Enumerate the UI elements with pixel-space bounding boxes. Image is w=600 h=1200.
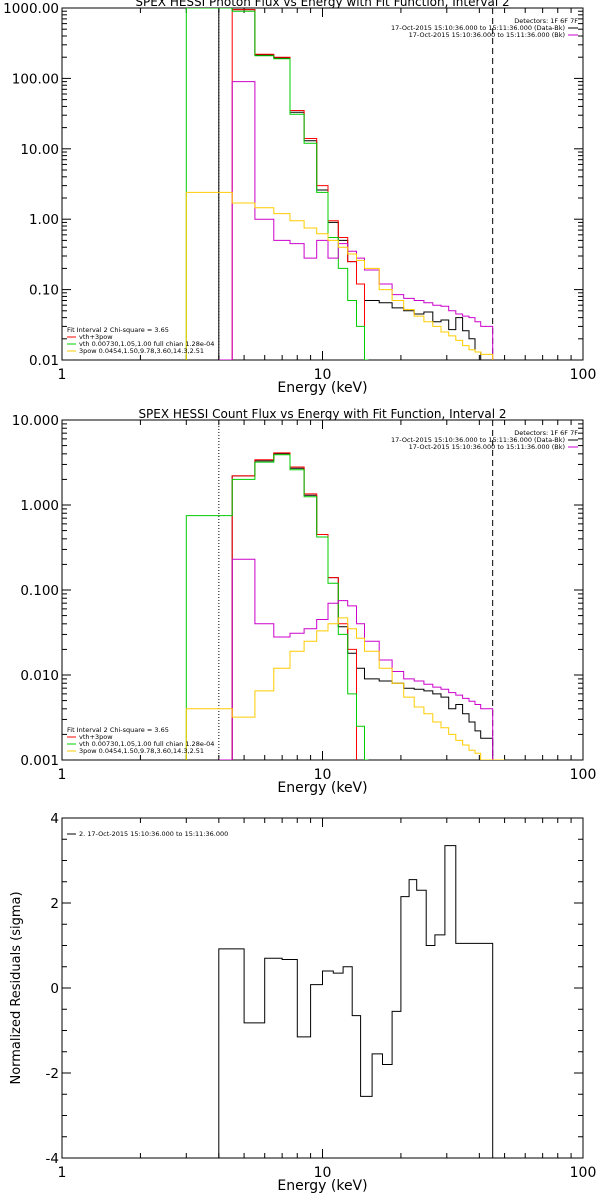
y-tick-label: 2 xyxy=(50,896,59,912)
legend-entry: vth+3pow xyxy=(79,333,113,341)
legend-entry: vth 0.00730,1.05,1.00 full chian 1.28e-0… xyxy=(79,340,214,348)
legend-entry: Fit Interval 2 Chi-square = 3.65 xyxy=(67,326,169,334)
chart-title: SPEX HESSI Photon Flux vs Energy with Fi… xyxy=(135,0,509,9)
x-tick-label: 1 xyxy=(58,367,67,383)
y-tick-label: 0.01 xyxy=(29,353,59,369)
y-tick-label: 0.001 xyxy=(20,753,59,769)
series-line-3 xyxy=(218,558,494,760)
y-tick-label: 0.010 xyxy=(20,668,59,684)
series-line-1 xyxy=(231,9,365,360)
y-tick-label: -4 xyxy=(46,1151,59,1167)
x-axis-label: Energy (keV) xyxy=(277,380,367,396)
chart-photon: SPEX HESSI Photon Flux vs Energy with Fi… xyxy=(3,0,596,396)
legend-entry: 3pow 0.0454,1.50,9.78,3.60,14.3,2.51 xyxy=(79,347,204,355)
y-tick-label: 100.00 xyxy=(12,71,59,87)
legend-entry: vth 0.00730,1.05,1.00 full chian 1.28e-0… xyxy=(79,740,214,748)
plot-frame xyxy=(61,419,584,761)
x-tick-label: 10 xyxy=(314,367,332,383)
x-tick-label: 1 xyxy=(58,1165,67,1181)
chart-title: SPEX HESSI Count Flux vs Energy with Fit… xyxy=(138,407,506,421)
legend-entry: Detectors: 1F 6F 7F xyxy=(514,429,578,437)
plot-frame xyxy=(61,817,584,1159)
x-tick-label: 10 xyxy=(314,1165,332,1181)
y-tick-label: 1000.00 xyxy=(3,1,59,17)
y-tick-label: 0.100 xyxy=(20,583,59,599)
y-tick-label: 0.10 xyxy=(29,283,59,299)
legend-entry: 17-Oct-2015 15:10:36.000 to 15:11:36.000… xyxy=(409,31,565,39)
x-tick-label: 10 xyxy=(314,767,332,783)
series-line-2 xyxy=(185,454,369,760)
series-line-2 xyxy=(185,8,369,360)
legend-entry: 2. 17-Oct-2015 15:10:36.000 to 15:11:36.… xyxy=(79,830,228,838)
plot-frame xyxy=(61,7,584,361)
legend-entry: 17-Oct-2015 15:10:36.000 to 15:11:36.000… xyxy=(391,24,565,32)
series-line-4 xyxy=(185,617,505,760)
y-tick-label: -2 xyxy=(46,1066,59,1082)
y-tick-label: 1.00 xyxy=(29,212,59,228)
y-tick-label: 1.000 xyxy=(20,498,59,514)
y-tick-label: 10.000 xyxy=(12,413,59,429)
x-tick-label: 100 xyxy=(570,367,597,383)
series-line-0 xyxy=(218,453,494,760)
y-tick-label: 10.00 xyxy=(20,142,59,158)
y-tick-label: 0 xyxy=(50,981,59,997)
x-axis-label: Energy (keV) xyxy=(277,780,367,796)
series-line-4 xyxy=(185,191,494,360)
x-tick-label: 100 xyxy=(570,767,597,783)
series-line-1 xyxy=(231,452,357,760)
series-line-3 xyxy=(218,81,494,360)
x-tick-label: 1 xyxy=(58,767,67,783)
legend-entry: Detectors: 1F 6F 7F xyxy=(514,17,578,25)
series-line-0 xyxy=(218,8,493,360)
chart-residuals: 1 10 100 -4 -2 0 2 4 Energy (keV) Normalized Resi… xyxy=(9,811,596,1194)
legend-entry: Fit Interval 2 Chi-square = 3.65 xyxy=(67,726,169,734)
x-tick-label: 100 xyxy=(570,1165,597,1181)
series-line-0 xyxy=(218,845,494,1158)
legend-entry: vth+3pow xyxy=(79,733,113,741)
legend-entry: 3pow 0.0454,1.50,9.78,3.60,14.3,2.51 xyxy=(79,747,204,755)
x-axis-label: Energy (keV) xyxy=(277,1178,367,1194)
y-axis-label: Normalized Residuals (sigma) xyxy=(9,891,24,1084)
chart-count: SPEX HESSI Count Flux vs Energy with Fit… xyxy=(12,407,597,796)
legend-entry: 17-Oct-2015 15:10:36.000 to 15:11:36.000… xyxy=(409,443,565,451)
y-tick-label: 4 xyxy=(50,811,59,827)
legend-entry: 17-Oct-2015 15:10:36.000 to 15:11:36.000… xyxy=(391,436,565,444)
